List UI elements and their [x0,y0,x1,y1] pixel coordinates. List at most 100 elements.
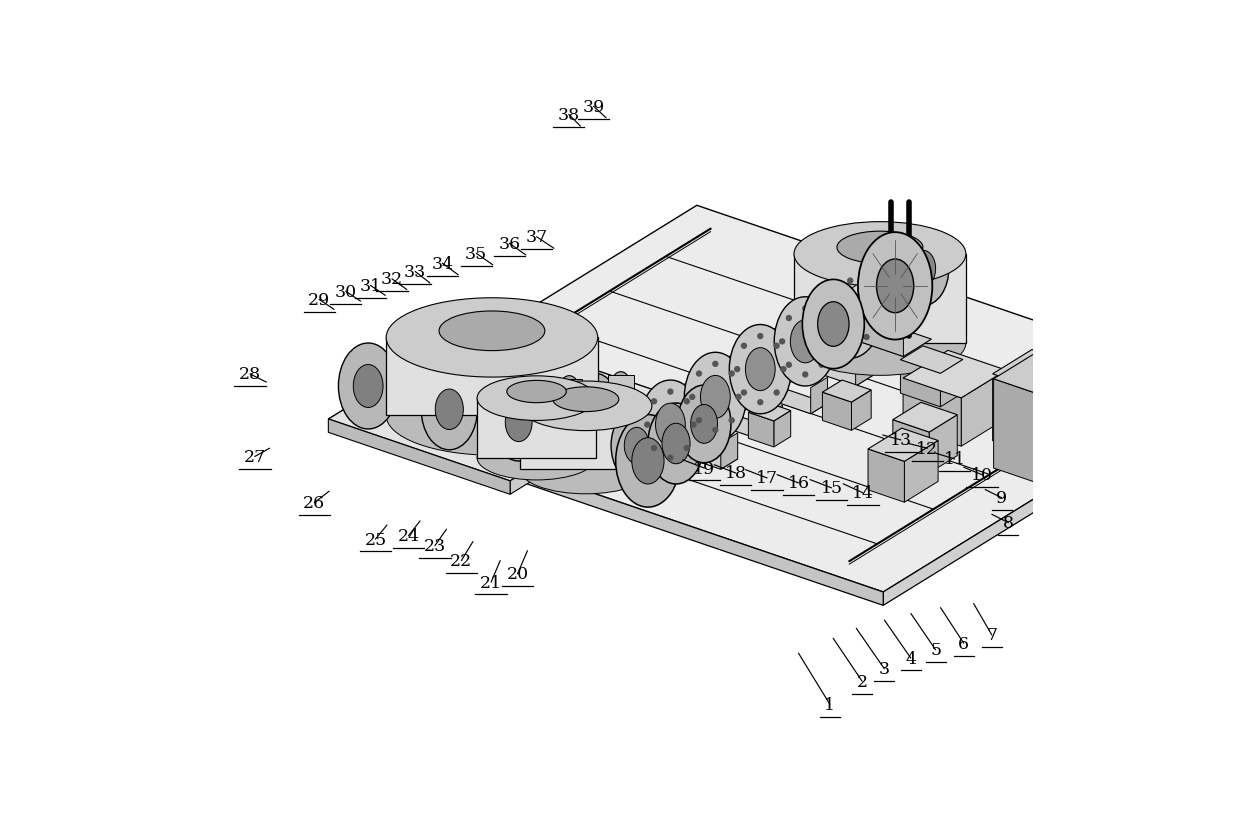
Text: 18: 18 [724,465,746,482]
Ellipse shape [677,386,730,463]
Text: 11: 11 [944,451,966,468]
Text: 25: 25 [365,531,387,548]
Ellipse shape [656,404,686,446]
Circle shape [786,316,791,321]
Polygon shape [386,338,598,416]
Ellipse shape [684,353,746,442]
Ellipse shape [422,369,477,450]
Ellipse shape [802,280,864,369]
Circle shape [684,446,689,451]
Text: 5: 5 [930,642,941,658]
Text: 19: 19 [693,460,715,477]
Circle shape [742,391,746,396]
Text: 9: 9 [996,489,1007,507]
Polygon shape [893,420,929,474]
Polygon shape [766,406,782,442]
Polygon shape [903,351,1006,398]
Text: 22: 22 [450,552,472,570]
Polygon shape [720,433,738,469]
Ellipse shape [745,349,775,391]
Ellipse shape [701,376,730,419]
Ellipse shape [790,320,820,363]
Polygon shape [1037,359,1094,484]
Polygon shape [811,378,827,414]
Ellipse shape [560,376,578,399]
Ellipse shape [632,438,665,484]
Circle shape [825,312,830,316]
Circle shape [831,288,836,293]
Polygon shape [900,346,963,374]
Text: 32: 32 [381,271,403,288]
Polygon shape [993,350,1075,389]
Ellipse shape [507,381,567,403]
Polygon shape [856,350,873,387]
Polygon shape [915,273,942,343]
Circle shape [820,363,825,368]
Circle shape [729,418,734,423]
Polygon shape [510,391,656,494]
Text: 3: 3 [879,661,890,677]
Ellipse shape [492,384,546,461]
Polygon shape [993,379,1037,484]
Ellipse shape [817,302,849,347]
Circle shape [645,422,650,427]
Text: 24: 24 [398,527,419,545]
Ellipse shape [339,344,398,430]
Polygon shape [360,206,1220,592]
Circle shape [786,363,791,368]
Ellipse shape [774,297,836,387]
Polygon shape [846,276,931,312]
Circle shape [697,418,702,423]
Circle shape [781,367,786,372]
Circle shape [651,446,656,451]
Circle shape [737,395,742,400]
Polygon shape [329,420,510,494]
Polygon shape [749,402,791,421]
Ellipse shape [836,293,866,335]
Polygon shape [608,376,634,393]
Ellipse shape [662,424,691,465]
Polygon shape [904,441,939,503]
Circle shape [758,400,763,405]
Polygon shape [868,429,939,462]
Polygon shape [846,320,931,357]
Polygon shape [749,413,774,447]
Polygon shape [868,450,904,503]
Text: 28: 28 [239,366,260,383]
Ellipse shape [477,436,596,480]
Text: 2: 2 [857,673,868,690]
Circle shape [729,372,734,377]
Ellipse shape [794,311,966,376]
Ellipse shape [582,392,608,430]
Ellipse shape [520,382,652,431]
Polygon shape [903,378,961,446]
Ellipse shape [386,377,598,455]
Ellipse shape [386,298,598,378]
Ellipse shape [569,373,620,448]
Circle shape [848,344,853,349]
Polygon shape [774,411,791,447]
Text: 1: 1 [825,696,836,713]
Text: 33: 33 [404,263,427,281]
Ellipse shape [505,403,532,442]
Polygon shape [883,384,1220,605]
Circle shape [758,335,763,339]
Polygon shape [693,407,782,442]
Circle shape [826,339,831,344]
Circle shape [831,335,836,340]
Ellipse shape [729,325,791,414]
Circle shape [651,399,656,404]
Ellipse shape [611,373,630,395]
Polygon shape [360,414,883,605]
Text: 12: 12 [916,440,939,457]
Polygon shape [1037,365,1075,456]
Circle shape [697,372,702,377]
Text: 16: 16 [787,474,810,492]
Polygon shape [993,374,1037,456]
Text: 34: 34 [432,255,454,272]
Text: 20: 20 [506,566,528,583]
Ellipse shape [439,311,544,351]
Polygon shape [822,392,852,431]
Polygon shape [842,301,942,343]
Text: 27: 27 [244,449,265,465]
